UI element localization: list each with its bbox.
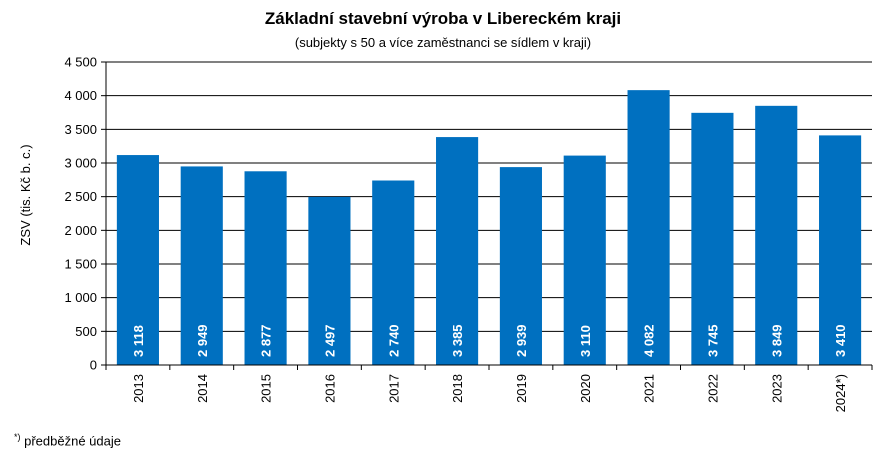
footnote: *) předběžné údaje <box>14 432 121 448</box>
chart-subtitle: (subjekty s 50 a více zaměstnanci se síd… <box>295 35 591 50</box>
y-tick-label: 2 000 <box>64 223 97 238</box>
gridlines <box>106 61 872 332</box>
x-tick-label: 2019 <box>514 374 529 403</box>
y-tick-label: 2 500 <box>64 189 97 204</box>
data-label: 2 740 <box>386 324 401 357</box>
data-label: 4 082 <box>642 324 657 357</box>
bar <box>372 180 415 365</box>
bars: 3 118 2 949 2 877 2 497 2 740 3 385 2 939 3 110… <box>116 90 862 366</box>
y-tick-label: 500 <box>75 324 97 339</box>
x-tick-labels: 2013 2014 2015 2016 2017 2018 2019 2020 2021 2022… <box>131 374 848 412</box>
bar <box>819 135 862 365</box>
y-tick-labels: 0 500 1 000 1 500 2 000 2 500 3 000 3 500 4 000 4… <box>64 55 106 373</box>
data-label: 3 410 <box>833 324 848 357</box>
bar <box>563 155 606 365</box>
y-tick-label: 1 000 <box>64 290 97 305</box>
data-label: 3 110 <box>578 325 593 357</box>
data-label: 3 385 <box>450 324 465 357</box>
x-axis <box>105 62 873 370</box>
x-tick-label: 2013 <box>131 374 146 403</box>
y-axis-label: ZSV (tis. Kč b. c.) <box>18 144 33 245</box>
chart-title: Základní stavební výroba v Libereckém kr… <box>265 9 621 28</box>
y-tick-label: 3 000 <box>64 156 97 171</box>
data-label: 3 745 <box>705 324 720 357</box>
bar <box>180 166 223 365</box>
x-tick-label: 2020 <box>578 374 593 403</box>
chart: Základní stavební výroba v Libereckém kr… <box>18 9 873 412</box>
y-tick-label: 3 500 <box>64 122 97 137</box>
bar <box>691 112 734 365</box>
bar <box>116 155 159 365</box>
x-tick-label: 2022 <box>705 374 720 403</box>
data-label: 3 118 <box>131 325 146 357</box>
data-label: 2 949 <box>195 324 210 357</box>
footnote-text: předběžné údaje <box>20 433 121 449</box>
y-tick-label: 4 500 <box>64 55 97 70</box>
x-tick-label: 2021 <box>642 374 657 403</box>
data-label: 3 849 <box>769 324 784 357</box>
footnote-marker: *) <box>14 432 21 442</box>
bar <box>244 171 287 365</box>
x-tick-label: 2014 <box>195 374 210 403</box>
data-label: 2 497 <box>322 324 337 357</box>
x-tick-label: 2023 <box>769 374 784 403</box>
bar <box>627 90 670 366</box>
data-label: 2 877 <box>259 324 274 357</box>
bar <box>436 137 479 365</box>
x-tick-label: 2024*) <box>833 374 848 412</box>
x-tick-label: 2016 <box>322 374 337 403</box>
x-tick-label: 2018 <box>450 374 465 403</box>
y-tick-label: 4 000 <box>64 88 97 103</box>
bar <box>308 196 351 365</box>
bar <box>499 167 542 365</box>
bar <box>755 105 798 366</box>
x-tick-label: 2017 <box>386 374 401 403</box>
y-tick-label: 1 500 <box>64 257 97 272</box>
data-label: 2 939 <box>514 324 529 357</box>
x-tick-label: 2015 <box>259 374 274 403</box>
y-tick-label: 0 <box>90 358 97 373</box>
